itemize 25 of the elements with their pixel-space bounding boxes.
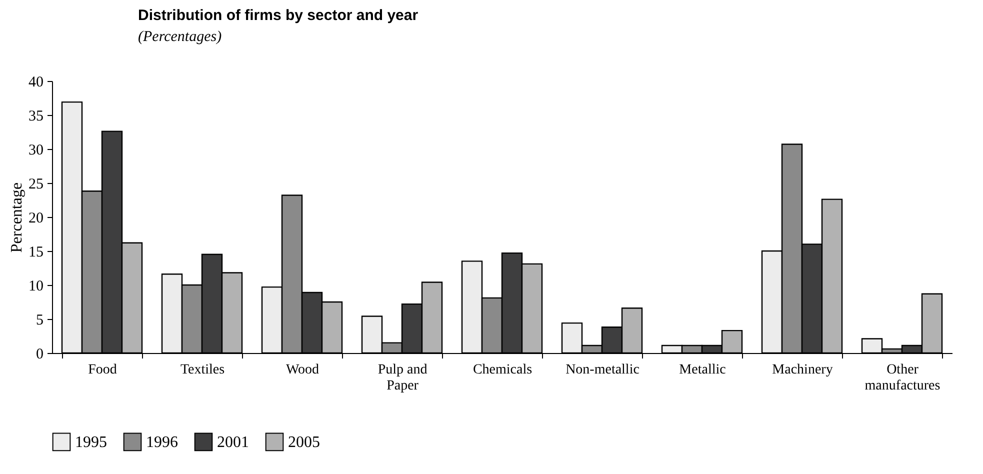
legend-label: 2005 bbox=[288, 434, 320, 451]
chart-subtitle: (Percentages) bbox=[138, 29, 222, 45]
legend-label: 2001 bbox=[217, 434, 249, 451]
y-axis-title: Percentage bbox=[8, 182, 26, 253]
y-tick-label: 25 bbox=[28, 176, 44, 192]
x-tick-label: Textiles bbox=[180, 362, 225, 378]
x-tick-label: Other manufactures bbox=[864, 362, 940, 394]
x-tick-label: Wood bbox=[286, 362, 320, 378]
x-tick-label: Non-metallic bbox=[566, 362, 640, 378]
legend-label: 1996 bbox=[146, 434, 178, 451]
y-tick-label: 40 bbox=[28, 74, 44, 90]
y-tick-label: 0 bbox=[36, 346, 44, 362]
legend-label: 1995 bbox=[75, 434, 107, 451]
x-tick-label: Metallic bbox=[679, 362, 726, 378]
x-tick-label: Pulp and Paper bbox=[378, 362, 428, 394]
y-tick-label: 5 bbox=[36, 312, 44, 328]
y-tick-label: 10 bbox=[28, 278, 44, 294]
x-tick-label: Food bbox=[88, 362, 117, 378]
y-tick-label: 35 bbox=[28, 108, 44, 124]
y-tick-label: 20 bbox=[28, 210, 44, 226]
y-tick-label: 15 bbox=[28, 244, 44, 260]
y-tick-label: 30 bbox=[28, 142, 44, 158]
x-tick-label: Machinery bbox=[772, 362, 833, 378]
x-tick-label: Chemicals bbox=[472, 362, 532, 378]
chart-title: Distribution of firms by sector and year bbox=[138, 7, 418, 24]
